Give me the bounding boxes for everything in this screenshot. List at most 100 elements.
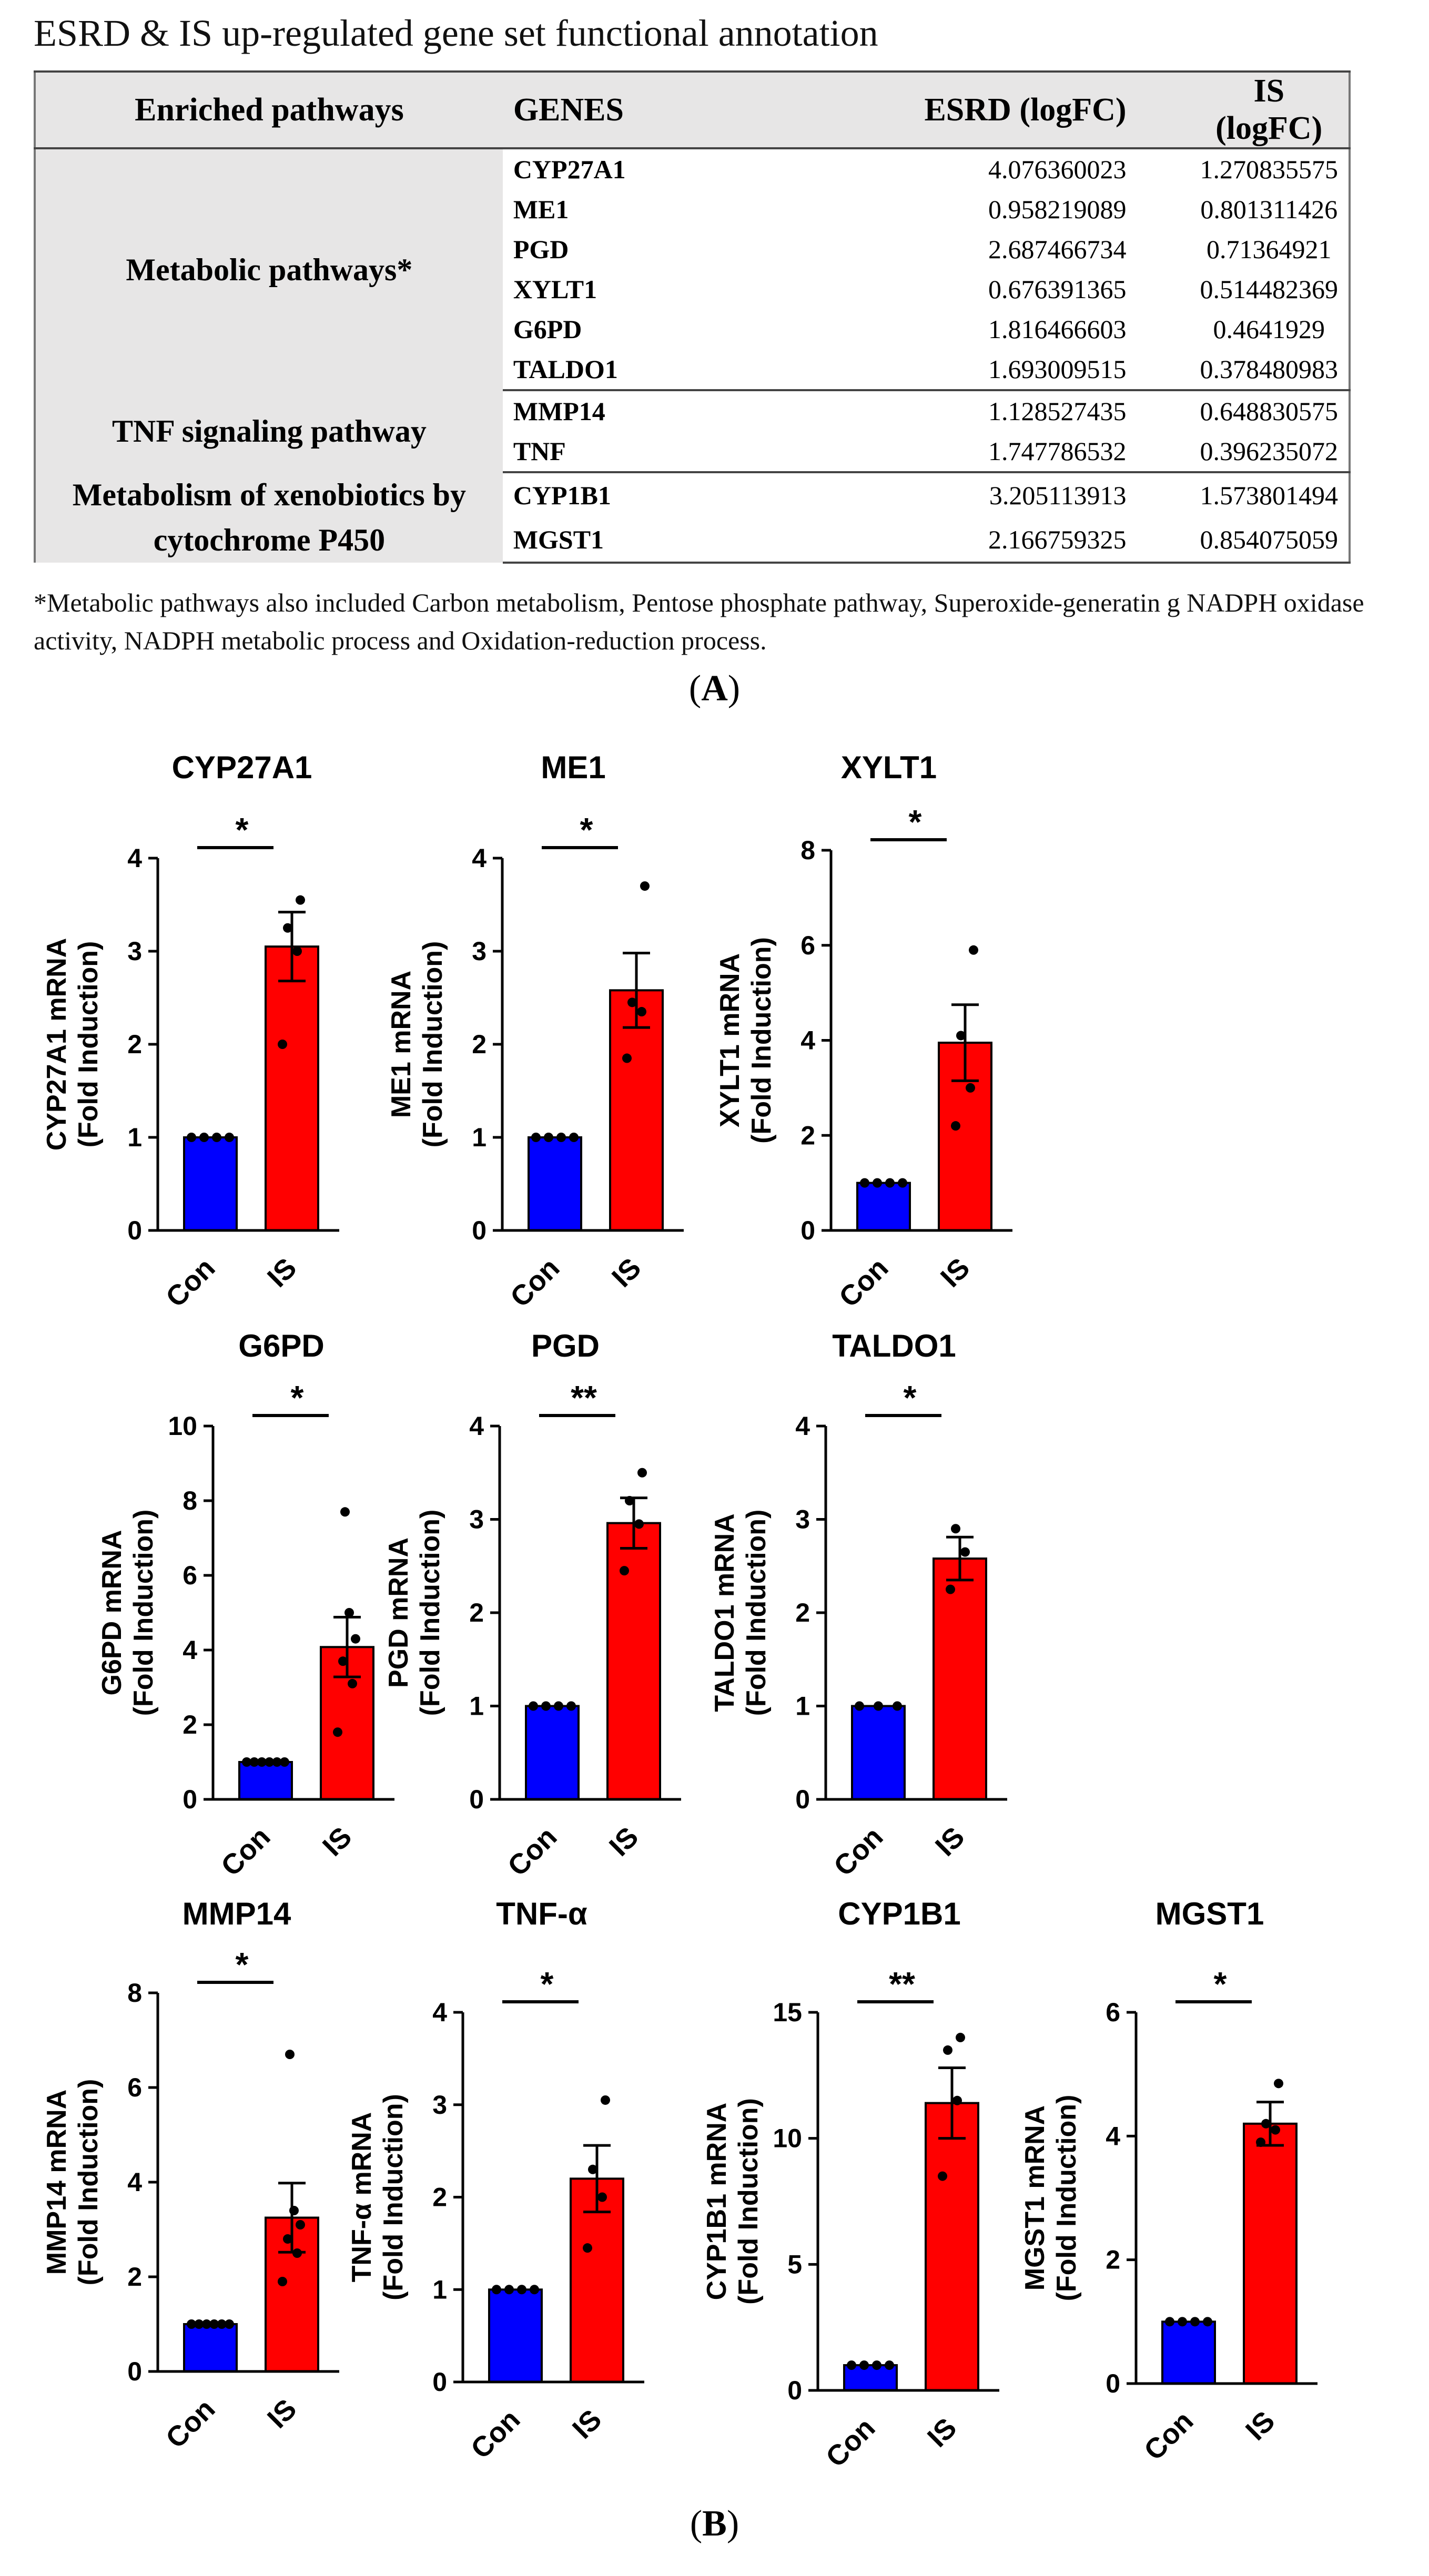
y-tick-label: 4 (472, 843, 487, 873)
is-logfc-cell: 0.4641929 (1213, 314, 1325, 344)
y-tick-label: 0 (800, 1216, 815, 1245)
y-tick-label: 1 (127, 1123, 142, 1152)
data-point-is (597, 2192, 607, 2202)
data-point-is (1271, 2125, 1280, 2135)
y-tick-label: 2 (127, 1030, 142, 1059)
y-tick-label: 4 (1106, 2121, 1120, 2151)
table-row: XYLT1 0.676391365 0.514482369 (35, 269, 1350, 309)
chart-title: MMP14 (183, 1896, 291, 1931)
data-point-con (872, 2360, 881, 2370)
table-footnote: *Metabolic pathways also included Carbon… (34, 588, 1364, 655)
data-point-is (951, 1121, 960, 1131)
bar-is (933, 1557, 987, 1801)
panel-label-a: (A) (0, 668, 1429, 710)
y-tick-label: 8 (127, 1978, 142, 2008)
y-tick-label: 2 (183, 1710, 197, 1739)
data-point-is (627, 997, 637, 1007)
header-genes: GENES (502, 70, 807, 149)
chart-title: TNF-α (496, 1896, 587, 1931)
x-category-label: Con (502, 1821, 563, 1882)
data-point-con (187, 1133, 196, 1142)
bar-is (265, 945, 319, 1231)
bar-con (525, 1705, 580, 1800)
y-axis-label-sub: (Fold Induction) (418, 941, 448, 1148)
significance-marker: * (236, 1946, 249, 1983)
data-point-con (544, 1133, 553, 1142)
y-tick-label: 3 (432, 2090, 447, 2120)
data-point-is (278, 2277, 287, 2286)
chart-title: MGST1 (1156, 1896, 1264, 1931)
y-tick-label: 10 (773, 2124, 802, 2153)
data-point-con (529, 1701, 538, 1711)
x-category-label: Con (160, 2393, 221, 2455)
data-point-is (351, 1634, 360, 1644)
table-header-row: Enriched pathways GENES ESRD (logFC) IS … (35, 70, 1350, 149)
table-row: G6PD 1.816466603 0.4641929 (35, 309, 1350, 349)
y-axis-label: CYP1B1 mRNA (702, 2103, 732, 2300)
significance-marker: ** (889, 1965, 915, 2003)
pathway-cell: Metabolic pathways* (35, 148, 503, 390)
x-category-label: IS (921, 2412, 963, 2453)
y-tick-label: 5 (787, 2249, 802, 2279)
y-axis-label-sub: (Fold Induction) (415, 1510, 445, 1716)
is-logfc-cell: 0.648830575 (1200, 396, 1339, 426)
chart-title: G6PD (238, 1328, 324, 1363)
y-tick-label: 0 (183, 1785, 197, 1814)
data-point-is (588, 2164, 597, 2174)
data-point-is (283, 2234, 292, 2244)
gene-cell: MGST1 (502, 517, 807, 564)
x-category-label: Con (828, 1821, 889, 1882)
gene-cell: PGD (513, 235, 569, 264)
data-point-is (640, 881, 650, 891)
y-tick-label: 8 (183, 1486, 197, 1515)
bar-con (1161, 2320, 1216, 2385)
data-point-is (292, 946, 302, 956)
gene-cell: TNF (502, 431, 807, 473)
data-point-is (1274, 2079, 1283, 2089)
data-point-con (517, 2285, 526, 2295)
bar-is (1243, 2122, 1298, 2385)
y-tick-label: 0 (787, 2376, 802, 2405)
data-point-is (960, 1547, 970, 1557)
table-row: ME1 0.958219089 0.801311426 (35, 189, 1350, 229)
is-logfc-cell: 1.270835575 (1200, 155, 1339, 184)
y-tick-label: 2 (127, 2262, 142, 2292)
y-tick-label: 4 (183, 1635, 197, 1665)
data-point-con (225, 2319, 234, 2329)
y-tick-label: 1 (472, 1123, 487, 1152)
data-point-is (292, 2248, 302, 2258)
y-tick-label: 15 (773, 1998, 802, 2027)
y-tick-label: 2 (800, 1121, 815, 1150)
bar-is (609, 989, 664, 1231)
data-point-con (859, 2360, 869, 2370)
data-point-con (212, 1133, 221, 1142)
y-tick-label: 0 (127, 1216, 142, 1245)
y-tick-label: 6 (800, 931, 815, 960)
x-category-label: Con (160, 1252, 221, 1314)
y-axis-label-sub: (Fold Induction) (378, 2094, 409, 2300)
data-point-is (634, 1519, 644, 1529)
data-point-is (625, 1496, 634, 1505)
chart-title: PGD (531, 1328, 600, 1363)
data-point-is (344, 1608, 354, 1617)
x-category-label: IS (1240, 2405, 1281, 2447)
y-axis-label-sub: (Fold Induction) (128, 1510, 159, 1716)
panel-label-b-letter: B (702, 2503, 727, 2544)
y-tick-label: 2 (1106, 2245, 1120, 2275)
is-logfc-cell: 0.854075059 (1189, 517, 1350, 564)
chart-title: CYP27A1 (172, 750, 312, 785)
chart-title: CYP1B1 (838, 1896, 960, 1931)
table-row: Metabolism of xenobiotics by cytochrome … (35, 472, 1350, 563)
data-point-is (969, 945, 978, 955)
significance-marker: * (580, 811, 593, 849)
data-point-is (601, 2095, 610, 2105)
esrd-logfc-cell: 1.128527435 (988, 396, 1127, 426)
data-point-con (1203, 2317, 1212, 2327)
data-point-con (860, 1178, 869, 1188)
data-point-con (272, 1757, 282, 1767)
data-point-is (338, 1656, 348, 1666)
data-point-con (1165, 2317, 1174, 2327)
data-point-con (249, 1757, 259, 1767)
bar-con (488, 2288, 543, 2383)
